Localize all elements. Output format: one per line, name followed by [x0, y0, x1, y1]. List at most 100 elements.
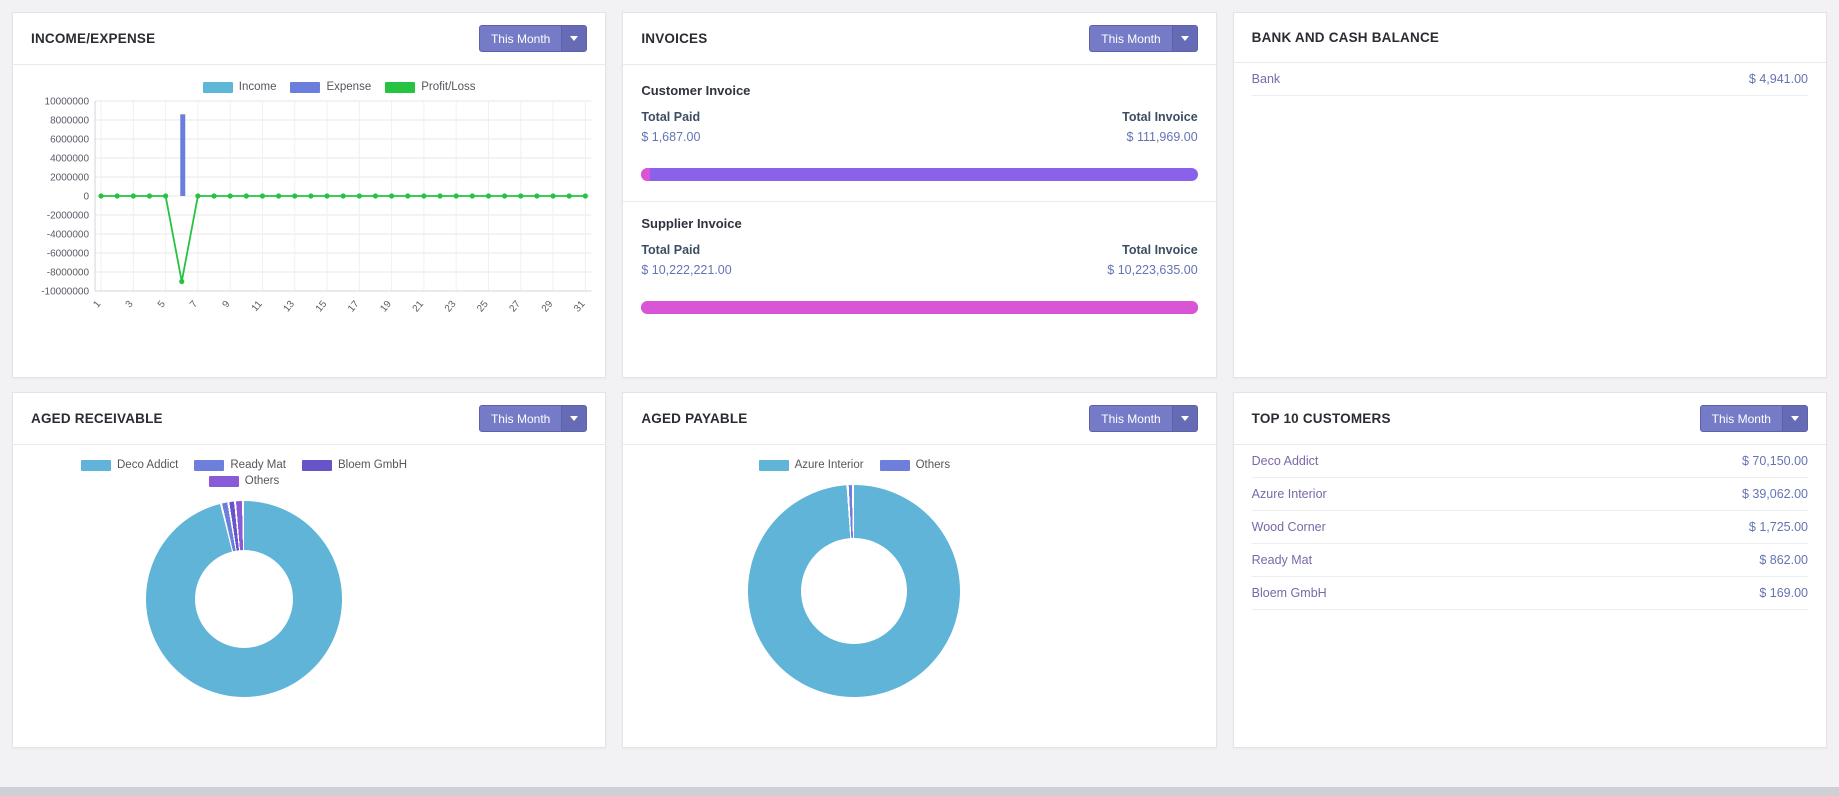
- total-invoice-label: Total Invoice: [1122, 243, 1198, 257]
- top-customers-list: Deco Addict $ 70,150.00 Azure Interior $…: [1234, 445, 1826, 610]
- legend-label: Deco Addict: [117, 459, 179, 471]
- chevron-down-icon: [561, 406, 587, 431]
- svg-text:-8000000: -8000000: [47, 268, 90, 279]
- total-invoice-label: Total Invoice: [1122, 110, 1198, 124]
- window-bottom-edge: [0, 787, 1839, 796]
- bank-cash-panel: BANK AND CASH BALANCE Bank $ 4,941.00: [1232, 12, 1827, 378]
- legend-label: Ready Mat: [230, 459, 286, 471]
- bank-link[interactable]: Bank: [1251, 72, 1281, 86]
- legend-label: Bloem GmbH: [337, 459, 408, 471]
- customer-link[interactable]: Bloem GmbH: [1251, 586, 1327, 600]
- svg-text:25: 25: [475, 299, 491, 315]
- legend-item-ready-mat[interactable]: Ready Mat: [194, 459, 286, 471]
- profit-loss-swatch-icon: [385, 81, 416, 93]
- total-invoice-value: $ 111,969.00: [1126, 130, 1198, 144]
- legend-label: Income: [238, 81, 277, 93]
- svg-text:-4000000: -4000000: [47, 230, 90, 241]
- top-customers-header: TOP 10 CUSTOMERS This Month: [1233, 393, 1826, 445]
- period-filter-button[interactable]: This Month: [1699, 405, 1808, 432]
- legend-item-expense[interactable]: Expense: [290, 81, 371, 93]
- customer-amount: $ 39,062.00: [1741, 487, 1808, 501]
- svg-text:6000000: 6000000: [50, 135, 89, 146]
- supplier-invoice-progress-fill: [641, 301, 1198, 314]
- panel-title: INCOME/EXPENSE: [31, 31, 156, 46]
- bank-row: Bank $ 4,941.00: [1251, 63, 1808, 96]
- panel-title: AGED PAYABLE: [641, 411, 748, 426]
- legend-item-income[interactable]: Income: [202, 81, 277, 93]
- period-filter-label: This Month: [1711, 411, 1771, 426]
- azure-interior-swatch-icon: [758, 459, 789, 471]
- svg-text:19: 19: [378, 299, 394, 315]
- legend-item-others[interactable]: Others: [208, 475, 279, 487]
- period-filter-button[interactable]: This Month: [1089, 25, 1198, 52]
- aged-receivable-legend: Deco Addict Ready Mat Bloem GmbH Others: [81, 459, 407, 487]
- total-invoice-value: $ 10,223,635.00: [1107, 263, 1198, 277]
- chevron-down-icon: [1781, 406, 1807, 431]
- period-filter-button[interactable]: This Month: [1089, 405, 1198, 432]
- chevron-down-icon: [1171, 26, 1197, 51]
- income-expense-legend: Income Expense Profit/Loss: [73, 81, 605, 93]
- income-expense-chart: 10000000 8000000 6000000 4000000 2000000 0 -20…: [41, 97, 592, 315]
- supplier-invoice-heading: Supplier Invoice: [641, 216, 742, 231]
- svg-text:11: 11: [250, 299, 265, 314]
- svg-text:2000000: 2000000: [50, 173, 89, 184]
- bank-amount: $ 4,941.00: [1748, 72, 1808, 86]
- legend-item-profit-loss[interactable]: Profit/Loss: [385, 81, 476, 93]
- customer-link[interactable]: Azure Interior: [1251, 487, 1327, 501]
- svg-text:9: 9: [220, 299, 232, 311]
- aged-payable-header: AGED PAYABLE This Month: [623, 393, 1216, 445]
- customer-link[interactable]: Deco Addict: [1251, 454, 1319, 468]
- svg-text:3: 3: [124, 299, 136, 311]
- svg-text:15: 15: [314, 299, 330, 315]
- svg-text:31: 31: [572, 299, 588, 315]
- bloem-gmbh-swatch-icon: [301, 459, 332, 471]
- aged-receivable-panel: AGED RECEIVABLE This Month Deco Addict R…: [12, 392, 607, 748]
- panel-title: BANK AND CASH BALANCE: [1251, 30, 1440, 45]
- chevron-down-icon: [1171, 406, 1197, 431]
- bank-cash-header: BANK AND CASH BALANCE: [1233, 13, 1826, 63]
- period-filter-label: This Month: [1101, 411, 1161, 426]
- svg-text:10000000: 10000000: [45, 97, 90, 108]
- customer-invoice-section: Customer Invoice Total Paid $ 1,687.00 T…: [641, 83, 1198, 181]
- svg-text:-6000000: -6000000: [47, 249, 90, 260]
- section-divider: [623, 201, 1216, 202]
- svg-text:0: 0: [83, 192, 89, 203]
- panel-title: AGED RECEIVABLE: [31, 411, 163, 426]
- invoices-body: Customer Invoice Total Paid $ 1,687.00 T…: [623, 65, 1216, 324]
- aged-receivable-chart-area: Deco Addict Ready Mat Bloem GmbH Others: [13, 445, 475, 697]
- svg-text:8000000: 8000000: [50, 116, 89, 127]
- svg-text:1: 1: [91, 299, 103, 311]
- customer-row: Wood Corner $ 1,725.00: [1251, 511, 1808, 544]
- period-filter-button[interactable]: This Month: [478, 25, 588, 52]
- period-filter-button[interactable]: This Month: [478, 405, 588, 432]
- customer-amount: $ 862.00: [1759, 553, 1808, 567]
- invoices-header: INVOICES This Month: [623, 13, 1216, 65]
- period-filter-label: This Month: [490, 411, 551, 426]
- legend-item-bloem-gmbh[interactable]: Bloem GmbH: [301, 459, 408, 471]
- customer-link[interactable]: Wood Corner: [1251, 520, 1326, 534]
- supplier-invoice-progress: [641, 301, 1198, 314]
- supplier-invoice-section: Supplier Invoice Total Paid $ 10,222,221…: [641, 216, 1198, 314]
- aged-receivable-donut-chart: [146, 501, 342, 697]
- legend-label: Azure Interior: [794, 459, 864, 471]
- customer-amount: $ 169.00: [1759, 586, 1808, 600]
- expense-swatch-icon: [290, 81, 321, 93]
- legend-item-others[interactable]: Others: [879, 459, 951, 471]
- legend-item-azure-interior[interactable]: Azure Interior: [758, 459, 864, 471]
- svg-text:21: 21: [411, 299, 427, 315]
- customer-link[interactable]: Ready Mat: [1251, 553, 1313, 567]
- others-swatch-icon: [208, 475, 239, 487]
- legend-label: Others: [915, 459, 951, 471]
- aged-payable-chart-area: Azure Interior Others: [623, 445, 1085, 697]
- aged-receivable-header: AGED RECEIVABLE This Month: [13, 393, 606, 445]
- aged-payable-panel: AGED PAYABLE This Month Azure Interior O…: [622, 392, 1217, 748]
- chevron-down-icon: [561, 26, 587, 51]
- svg-text:4000000: 4000000: [50, 154, 89, 165]
- customer-invoice-progress: [641, 168, 1198, 181]
- top-customers-panel: TOP 10 CUSTOMERS This Month Deco Addict …: [1232, 392, 1827, 748]
- legend-item-deco-addict[interactable]: Deco Addict: [81, 459, 178, 471]
- svg-text:27: 27: [507, 299, 523, 315]
- total-paid-label: Total Paid: [641, 243, 701, 257]
- svg-text:7: 7: [188, 299, 200, 311]
- total-paid-value: $ 10,222,221.00: [641, 263, 732, 277]
